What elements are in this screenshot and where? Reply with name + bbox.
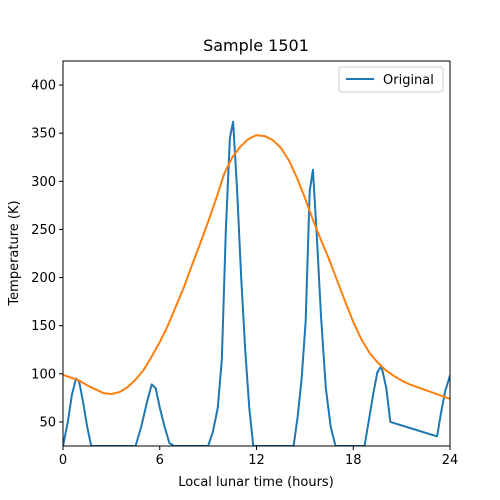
- legend-label-original: Original: [383, 73, 434, 88]
- x-tick-label: 12: [248, 453, 265, 468]
- y-tick-label: 150: [31, 319, 56, 334]
- y-tick-label: 200: [31, 271, 56, 286]
- x-axis: 0 6 12 18 24: [59, 446, 458, 468]
- series-line-original: [63, 120, 450, 446]
- x-tick-label: 18: [345, 453, 362, 468]
- x-tick-label: 0: [59, 453, 67, 468]
- legend: Original: [338, 66, 444, 93]
- x-axis-label: Local lunar time (hours): [178, 475, 334, 490]
- legend-box: [338, 66, 444, 93]
- plot-area: [63, 120, 450, 446]
- x-tick-label: 24: [442, 453, 459, 468]
- chart-title: Sample 1501: [203, 36, 309, 55]
- y-tick-label: 400: [31, 79, 56, 94]
- y-tick-label: 300: [31, 175, 56, 190]
- y-axis-label: Temperature (K): [7, 200, 22, 306]
- y-axis: 50 100 150 200 250 300 350 400: [31, 79, 63, 430]
- y-tick-label: 100: [31, 367, 56, 382]
- series-line-fit-1: [63, 134, 450, 400]
- y-tick-label: 250: [31, 223, 56, 238]
- y-tick-label: 350: [31, 127, 56, 142]
- x-tick-label: 6: [156, 453, 164, 468]
- y-tick-label: 50: [39, 415, 56, 430]
